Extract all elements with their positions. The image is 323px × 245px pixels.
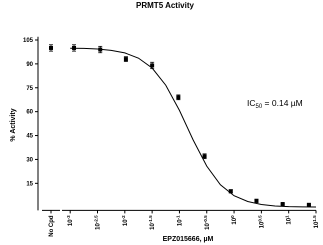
x-tick-label: 10-0.5 (203, 215, 211, 230)
x-tick-base: 10 (232, 217, 238, 224)
x-tick-label: 101 (285, 215, 293, 225)
data-point (150, 63, 155, 68)
data-point (123, 57, 128, 62)
x-tick-exponent: 1 (285, 215, 290, 218)
y-tick-label: 45 (26, 134, 33, 140)
x-tick-label: 10-2 (121, 215, 129, 226)
data-point (202, 154, 207, 159)
x-tick-exponent: -2.5 (94, 215, 99, 223)
data-point (49, 45, 53, 50)
x-tick-exponent: -1 (175, 215, 180, 219)
annotation-sub: 50 (256, 104, 263, 110)
x-tick-label: 10-2.5 (94, 215, 102, 230)
y-tick-label: 105 (23, 38, 34, 44)
x-tick-exponent: -0.5 (203, 215, 208, 223)
x-tick-base: 10 (123, 219, 129, 226)
y-tick-label: 90 (26, 62, 33, 68)
x-tick-label: 10-3 (66, 215, 74, 226)
data-point (98, 47, 103, 52)
x-tick-base: 10 (314, 221, 320, 228)
x-tick-base: 10 (68, 219, 74, 226)
x-tick-label: No Cpd (49, 215, 55, 237)
y-tick-label: 60 (26, 110, 33, 116)
x-tick-exponent: -1.5 (148, 215, 153, 223)
data-point (228, 189, 233, 194)
data-point (280, 202, 285, 207)
fit-curve (70, 47, 317, 208)
x-tick-base: 10 (177, 219, 183, 226)
x-tick-exponent: 0 (230, 215, 235, 218)
x-tick-label: 101.5 (312, 215, 320, 228)
chart-title: PRMT5 Activity (136, 1, 194, 10)
x-tick-exponent: -3 (66, 215, 71, 219)
x-tick-label: 100.5 (257, 215, 265, 228)
x-tick-base: 10 (259, 221, 265, 228)
data-point (254, 198, 259, 203)
data-point (306, 202, 311, 207)
x-axis-label: EPZ015666, µM (163, 236, 214, 243)
annotation-rest: = 0.14 µM (262, 98, 303, 108)
y-tick-label: 75 (26, 86, 33, 92)
x-tick-base: 10 (287, 217, 293, 224)
x-tick-label: 10-1.5 (148, 215, 156, 230)
y-tick-label: 15 (26, 181, 33, 187)
data-point (176, 95, 181, 100)
y-axis-label: % Activity (10, 108, 17, 141)
annotation: IC50 = 0.14 µM (247, 98, 303, 110)
y-tick-label: 30 (26, 157, 33, 163)
data-point (72, 45, 77, 50)
x-tick-base: 10 (205, 223, 211, 230)
x-tick-exponent: 1.5 (312, 215, 317, 222)
x-tick-label: 10-1 (175, 215, 183, 226)
x-tick-base: 10 (96, 223, 102, 230)
x-tick-label: 100 (230, 215, 238, 225)
x-tick-exponent: -2 (121, 215, 126, 219)
x-tick-base: 10 (150, 223, 156, 230)
x-tick-exponent: 0.5 (257, 215, 262, 222)
annotation-text: IC (247, 98, 256, 108)
